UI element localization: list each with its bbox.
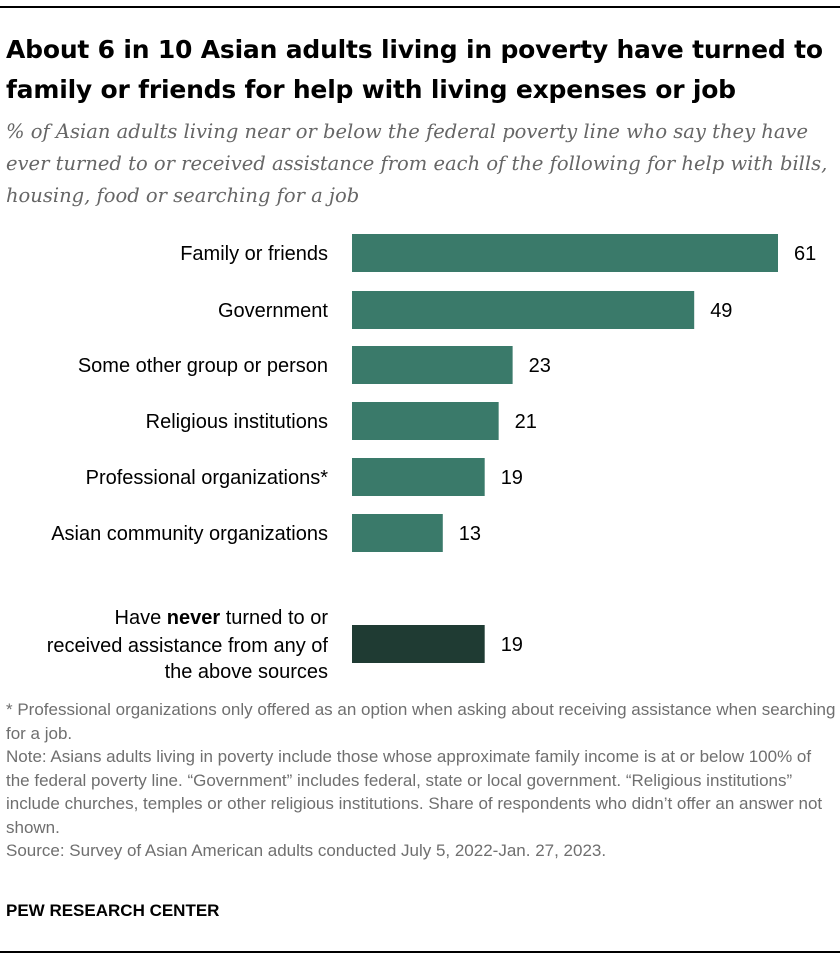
category-label: Asian community organizations — [51, 523, 328, 545]
category-label: Religious institutions — [146, 411, 328, 433]
source: Source: Survey of Asian American adults … — [6, 841, 607, 860]
category-label: Government — [218, 300, 328, 322]
bar — [352, 458, 485, 496]
note: Note: Asians adults living in poverty in… — [6, 747, 823, 837]
notes: * Professional organizations only offere… — [6, 698, 836, 863]
bar-chart: Family or friends 61 Government 49 Some othe… — [47, 234, 816, 683]
value-label: 19 — [501, 467, 523, 489]
summary-label-line: the above sources — [165, 661, 328, 683]
summary-bar — [352, 625, 485, 663]
bar — [352, 234, 778, 272]
top-rule — [0, 6, 840, 8]
value-label: 61 — [794, 243, 816, 265]
label-text: turned to or — [220, 607, 328, 629]
value-label: 21 — [515, 411, 537, 433]
value-label: 13 — [459, 523, 481, 545]
bar — [352, 402, 499, 440]
emphasis-text: never — [167, 607, 221, 629]
label-text: Have — [115, 607, 167, 629]
chart-subtitle: % of Asian adults living near or below t… — [6, 120, 828, 207]
bar — [352, 291, 695, 329]
value-label: 49 — [710, 300, 732, 322]
brand-logo-text: PEW RESEARCH CENTER — [6, 901, 220, 920]
summary-label-line: received assistance from any of — [47, 635, 329, 657]
bar — [352, 514, 443, 552]
value-label: 23 — [529, 355, 551, 377]
category-label: Some other group or person — [78, 355, 328, 377]
bottom-rule — [0, 951, 840, 953]
category-label: Family or friends — [180, 243, 328, 265]
footnote: * Professional organizations only offere… — [6, 700, 836, 743]
summary-value-label: 19 — [501, 634, 523, 656]
category-label: Professional organizations* — [86, 467, 329, 489]
chart-title: About 6 in 10 Asian adults living in pov… — [6, 35, 823, 104]
summary-label-line: Have never turned to or — [115, 607, 329, 629]
bar — [352, 346, 513, 384]
